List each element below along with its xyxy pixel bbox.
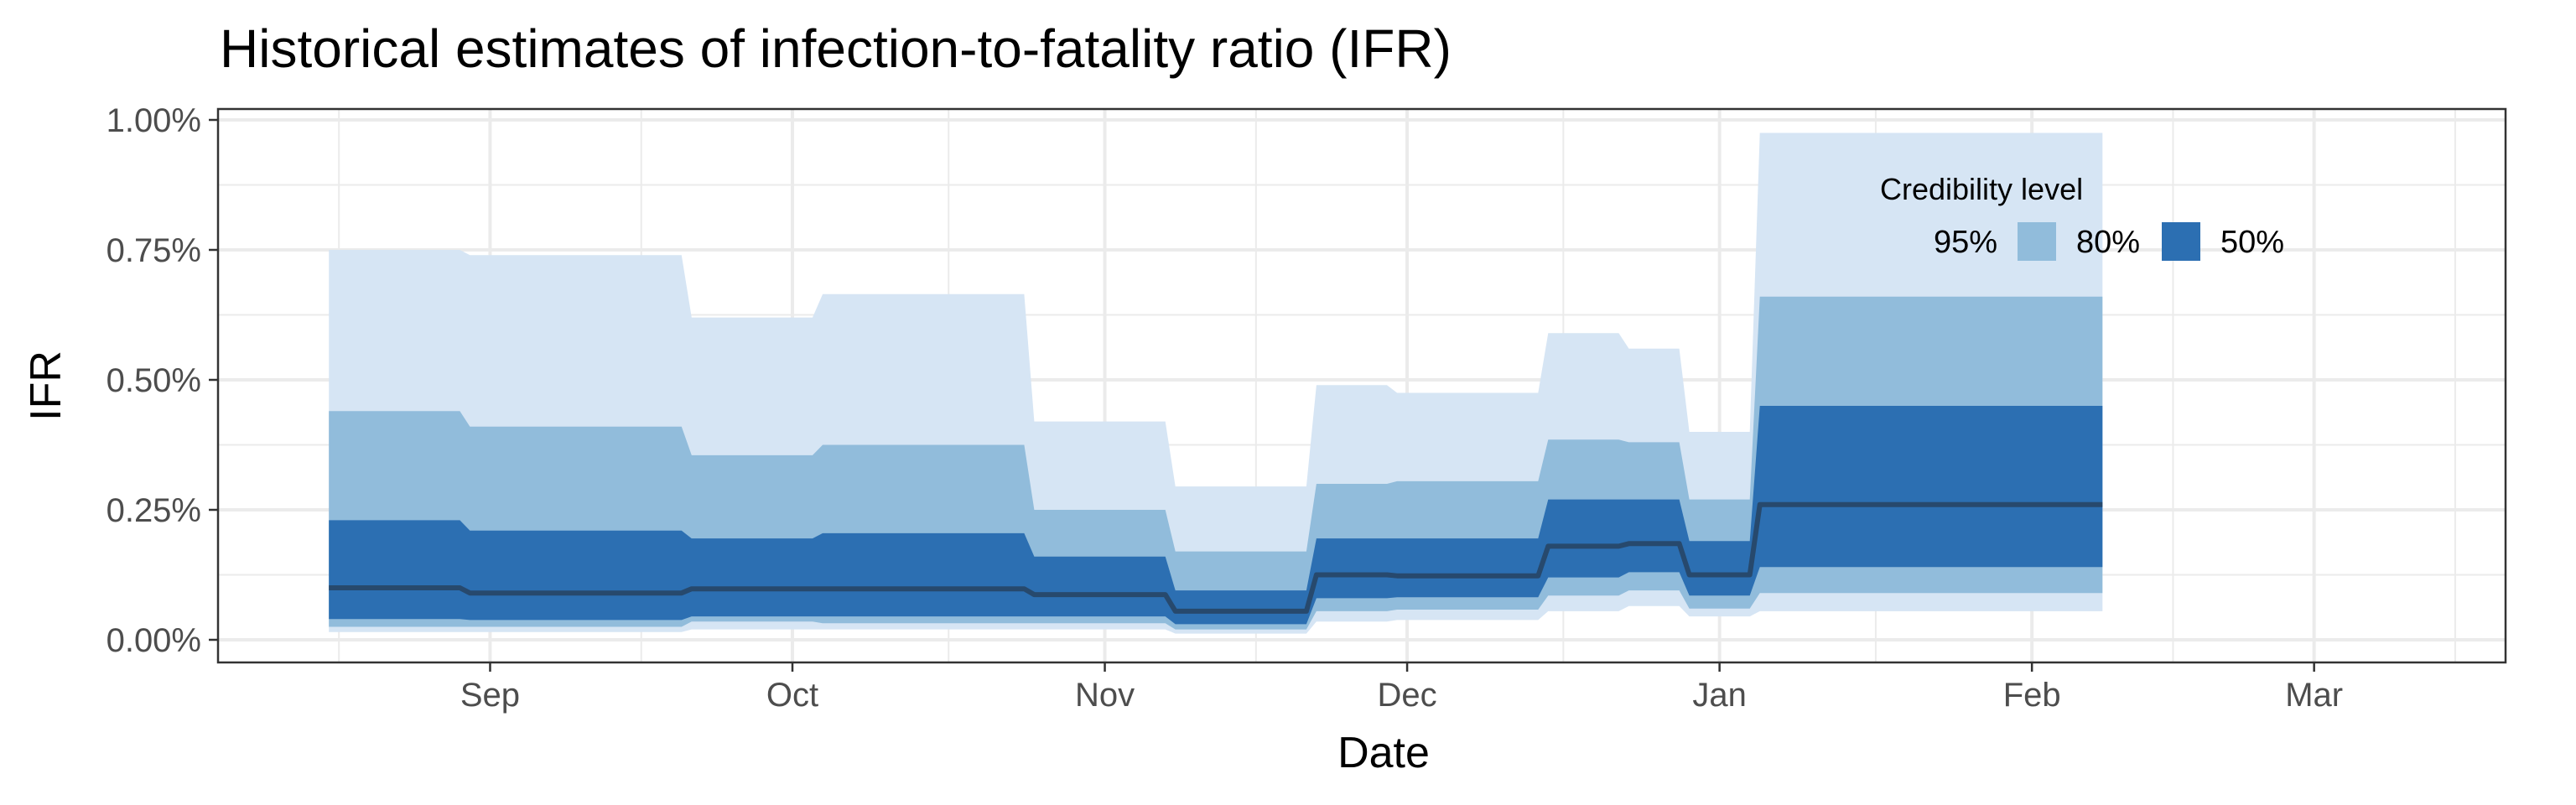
legend-label-50: 50% (2220, 225, 2284, 260)
x-axis: Sep Oct Nov Dec Jan Feb Mar (460, 662, 2343, 714)
y-tick-label: 0.50% (106, 362, 201, 399)
panel-border (216, 107, 2507, 664)
x-tick-label: Jan (1692, 677, 1747, 714)
x-tick-label: Oct (766, 677, 818, 714)
x-tick-label: Nov (1075, 677, 1135, 714)
legend: Credibility level 95% 80% 50% (1880, 172, 2284, 261)
x-tick-label: Sep (460, 677, 520, 714)
x-tick-label: Dec (1378, 677, 1437, 714)
credibility-bands (329, 132, 2103, 634)
y-tick-label: 0.00% (106, 622, 201, 659)
legend-label-95: 95% (1934, 225, 1997, 260)
legend-title: Credibility level (1880, 172, 2083, 206)
y-tick-label: 0.75% (106, 232, 201, 269)
y-axis: 0.00% 0.25% 0.50% 0.75% 1.00% (106, 102, 218, 659)
y-tick-label: 0.25% (106, 492, 201, 529)
y-tick-label: 1.00% (106, 102, 201, 139)
legend-key-80 (2018, 222, 2056, 261)
legend-key-50 (2162, 222, 2200, 261)
band-50 (329, 406, 2103, 625)
x-tick-label: Mar (2285, 677, 2343, 714)
chart-title: Historical estimates of infection-to-fat… (220, 18, 1452, 79)
median-line (329, 501, 2103, 614)
x-axis-title: Date (1337, 729, 1430, 777)
median-layer (329, 501, 2103, 614)
legend-label-80: 80% (2076, 225, 2140, 260)
x-tick-label: Feb (2003, 677, 2061, 714)
y-axis-title: IFR (22, 351, 70, 421)
